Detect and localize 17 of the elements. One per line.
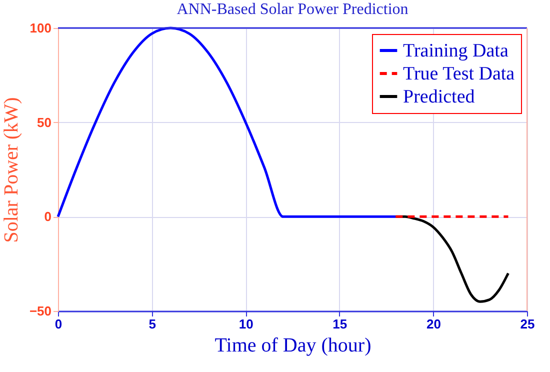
x-axis-title: Time of Day (hour) bbox=[214, 334, 372, 356]
legend-label: Predicted bbox=[403, 86, 476, 108]
y-tick-label: 100 bbox=[30, 20, 52, 36]
x-tick-label: 25 bbox=[520, 316, 535, 332]
x-tick-label: 0 bbox=[54, 316, 62, 332]
y-tick-label: 50 bbox=[37, 114, 52, 130]
y-tick-label: 0 bbox=[44, 209, 52, 224]
x-tick-label: 15 bbox=[332, 316, 348, 332]
y-tick-label: −50 bbox=[29, 304, 52, 318]
chart-title: ANN-Based Solar Power Prediction bbox=[176, 1, 408, 18]
legend-label: Training Data bbox=[403, 40, 509, 62]
line-series bbox=[56, 26, 397, 218]
x-tick-label: 5 bbox=[148, 316, 156, 332]
legend-label: True Test Data bbox=[403, 64, 516, 84]
y-axis-title: Solar Power (kW) bbox=[0, 97, 22, 243]
x-tick-label: 20 bbox=[426, 316, 441, 332]
x-tick-label: 10 bbox=[238, 316, 254, 332]
